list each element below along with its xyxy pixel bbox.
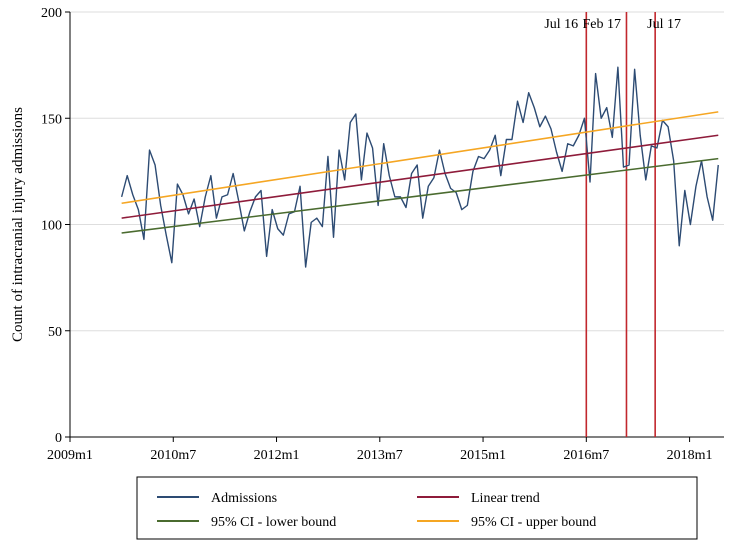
tick-label-x: 2009m1 — [47, 448, 93, 463]
line-chart: 0 50 100 150 200 2009m1 2010m7 2012m1 2013m7 2015… — [0, 0, 754, 547]
tick-label-y: 100 — [41, 219, 62, 234]
tick-label-y: 0 — [55, 431, 62, 446]
legend-label: Linear trend — [471, 491, 540, 506]
tick-label-y: 50 — [48, 325, 62, 340]
tick-label-x: 2012m1 — [254, 448, 300, 463]
axis-title-y: Count of intracranial injury admissions — [10, 107, 26, 342]
legend-label: 95% CI - upper bound — [471, 515, 596, 530]
tick-label-x: 2010m7 — [150, 448, 196, 463]
event-label: Jul 16 — [544, 17, 578, 32]
event-label: Feb 17 — [582, 17, 621, 32]
tick-label-y: 150 — [41, 112, 62, 127]
tick-label-x: 2018m1 — [667, 448, 713, 463]
legend-label: Admissions — [211, 491, 277, 506]
tick-label-y: 200 — [41, 6, 62, 21]
event-label: Jul 17 — [647, 17, 681, 32]
tick-label-x: 2016m7 — [563, 448, 609, 463]
tick-label-x: 2015m1 — [460, 448, 506, 463]
tick-label-x: 2013m7 — [357, 448, 403, 463]
legend-label: 95% CI - lower bound — [211, 515, 336, 530]
chart-container: 0 50 100 150 200 2009m1 2010m7 2012m1 2013m7 2015… — [0, 0, 754, 547]
